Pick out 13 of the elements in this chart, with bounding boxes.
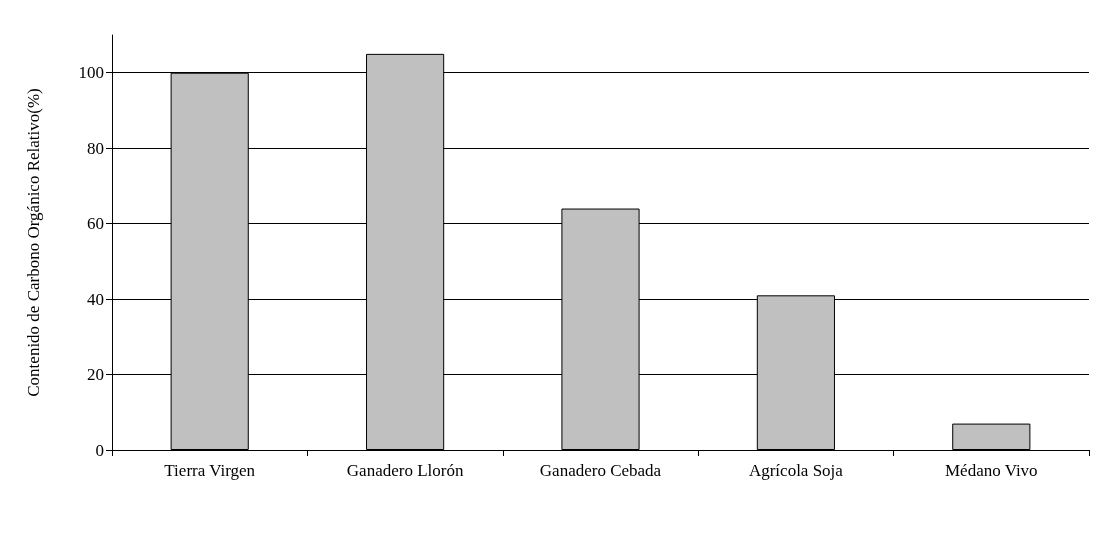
x-tick-label: Ganadero Llorón — [346, 461, 464, 480]
x-tick-label: Ganadero Cebada — [539, 461, 662, 480]
bar — [952, 423, 1031, 450]
y-tick-label: 20 — [87, 365, 104, 385]
x-tick-label: Tierra Virgen — [164, 461, 256, 480]
x-tick-label: Médano Vivo — [944, 461, 1038, 480]
y-tick-label: 100 — [78, 63, 104, 83]
y-tick-label: 60 — [87, 214, 104, 234]
y-axis-title: Contenido de Carbono Orgánico Relativo(%) — [24, 88, 43, 397]
x-tick-label: Agrícola Soja — [748, 461, 844, 480]
y-tick-label: 0 — [95, 440, 104, 460]
y-tick-label: 80 — [87, 138, 104, 158]
y-tick-label: 40 — [87, 289, 104, 309]
